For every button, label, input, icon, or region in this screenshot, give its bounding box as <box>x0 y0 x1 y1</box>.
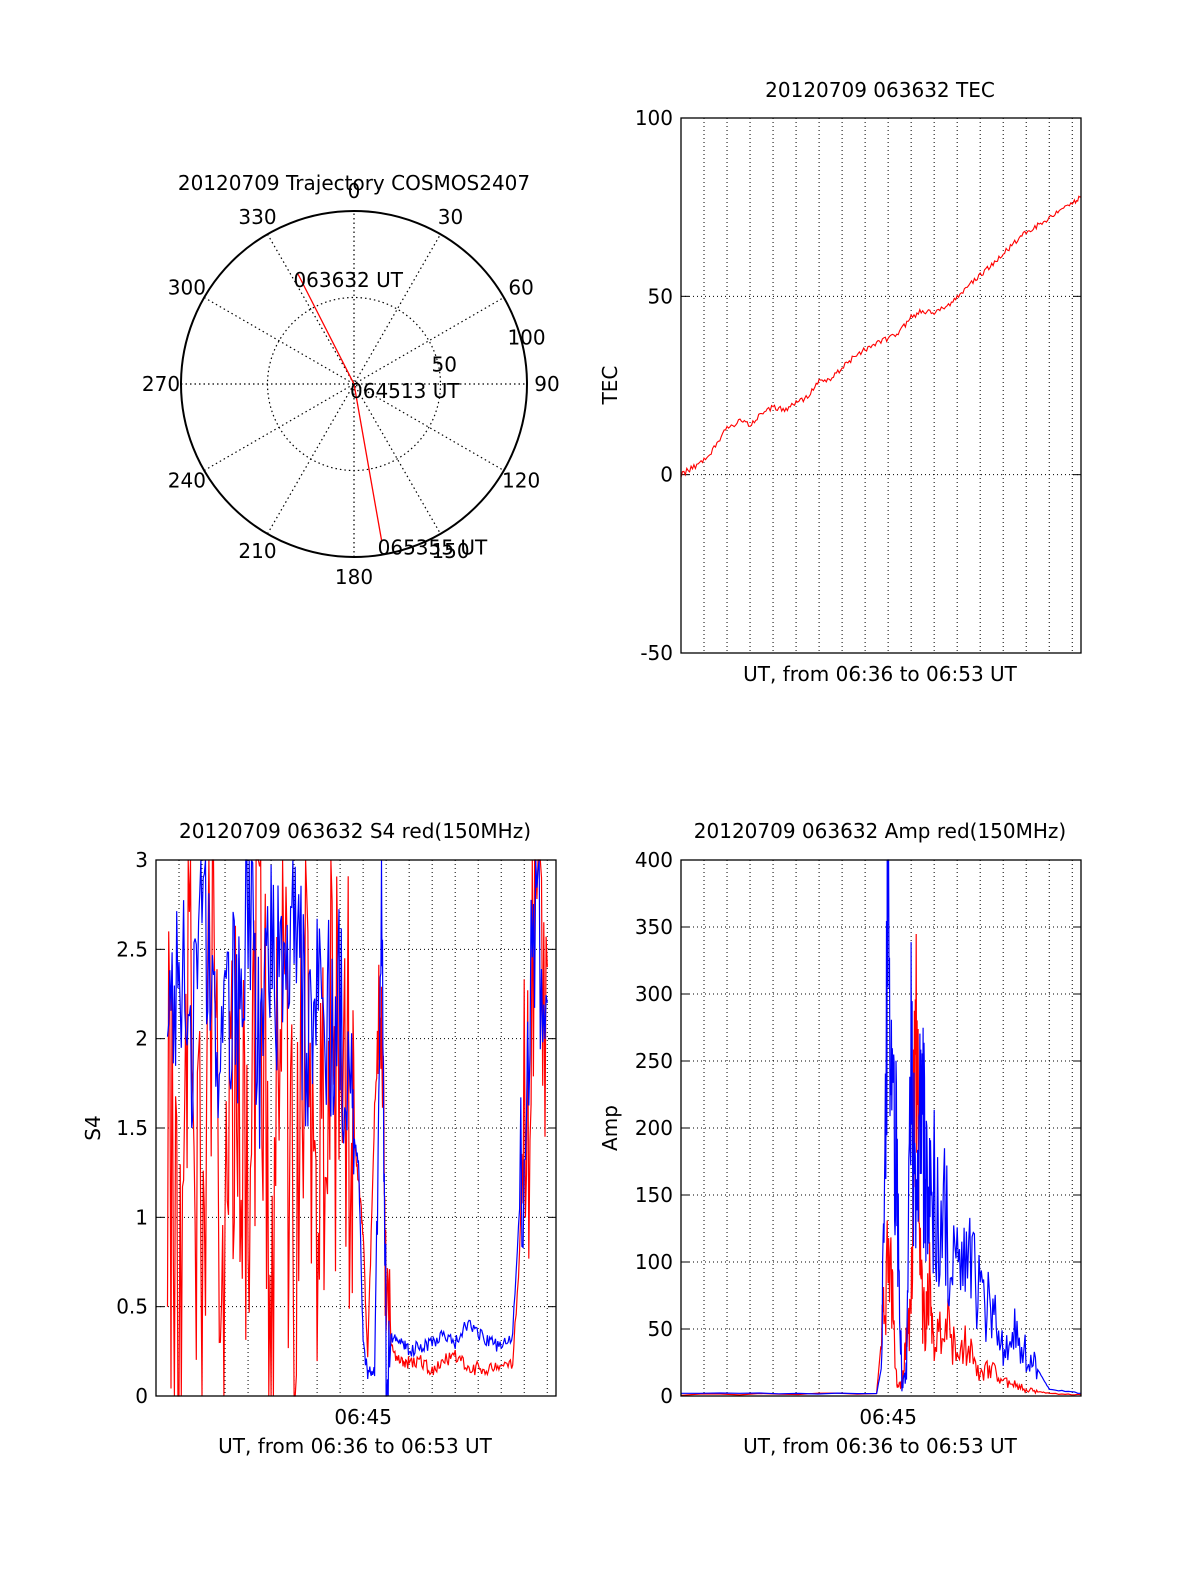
y-tick-label: 300 <box>635 982 673 1006</box>
polar-trajectory-line <box>296 272 383 541</box>
y-tick-label: 400 <box>635 848 673 872</box>
x-tick-label: 06:45 <box>859 1405 917 1429</box>
polar-radial-label: 100 <box>507 326 545 350</box>
polar-grid <box>180 210 528 558</box>
polar-spoke <box>266 233 442 535</box>
s4-ylabel: S4 <box>81 1115 105 1140</box>
polar-angle-label: 0 <box>348 179 361 203</box>
polar-angle-label: 120 <box>502 469 540 493</box>
y-tick-label: 1 <box>135 1205 148 1229</box>
series-line <box>680 933 1082 1396</box>
tec-chart: 20120709 063632 TEC UT, from 06:36 to 06… <box>598 78 1082 686</box>
amp-chart: 20120709 063632 Amp red(150MHz) UT, from… <box>598 819 1082 1458</box>
polar-point-label: 064513 UT <box>350 379 460 403</box>
y-tick-label: 50 <box>648 284 673 308</box>
s4-title: 20120709 063632 S4 red(150MHz) <box>179 819 531 843</box>
y-tick-label: 1.5 <box>116 1116 148 1140</box>
y-tick-label: 2 <box>135 1027 148 1051</box>
polar-point-label: 063632 UT <box>293 268 403 292</box>
x-tick-label: 06:45 <box>334 1405 392 1429</box>
s4-plot-area: 0 0.5 1 1.5 2 2.5 3 06:45 <box>116 848 557 1429</box>
polar-angle-label: 90 <box>534 372 559 396</box>
polar-spoke <box>203 296 505 472</box>
tec-plot-area: -50 0 50 100 <box>635 106 1082 665</box>
polar-angle-labels: 0 30 60 90 120 150 180 210 240 270 300 330 <box>142 179 560 589</box>
series-line <box>166 859 548 1397</box>
y-tick-label: 50 <box>648 1317 673 1341</box>
y-tick-label: 100 <box>635 106 673 130</box>
amp-plot-area: 0 50 100 150 200 250 300 350 400 06:45 <box>635 848 1082 1429</box>
polar-angle-label: 180 <box>335 565 373 589</box>
y-tick-label: 0 <box>135 1384 148 1408</box>
polar-angle-label: 30 <box>438 205 463 229</box>
amp-title: 20120709 063632 Amp red(150MHz) <box>694 819 1066 843</box>
amp-xlabel: UT, from 06:36 to 06:53 UT <box>743 1434 1018 1458</box>
polar-radial-labels: 50 100 <box>432 326 546 377</box>
y-tick-label: 0.5 <box>116 1295 148 1319</box>
polar-angle-label: 210 <box>238 539 276 563</box>
y-tick-label: 3 <box>135 848 148 872</box>
polar-angle-label: 240 <box>168 469 206 493</box>
polar-angle-label: 150 <box>431 539 469 563</box>
series-line <box>680 195 1082 478</box>
y-tick-label: -50 <box>640 641 673 665</box>
y-tick-label: 0 <box>660 1384 673 1408</box>
plot-frame <box>680 117 1082 654</box>
polar-angle-label: 270 <box>142 372 180 396</box>
tec-xlabel: UT, from 06:36 to 06:53 UT <box>743 662 1018 686</box>
polar-series: 063632 UT 064513 UT 065355 UT <box>293 268 488 560</box>
tec-title: 20120709 063632 TEC <box>765 78 995 102</box>
y-tick-label: 350 <box>635 915 673 939</box>
polar-angle-label: 300 <box>168 276 206 300</box>
polar-spoke <box>203 296 505 472</box>
polar-trajectory-chart: 20120709 Trajectory COSMOS2407 0 30 60 90 12… <box>142 171 560 589</box>
polar-point-label: 065355 UT <box>378 536 488 560</box>
tec-ylabel: TEC <box>598 366 622 406</box>
amp-ylabel: Amp <box>598 1105 622 1151</box>
polar-angle-label: 60 <box>508 276 533 300</box>
s4-chart: 20120709 063632 S4 red(150MHz) UT, from … <box>81 819 557 1458</box>
polar-spoke <box>266 233 442 535</box>
s4-xlabel: UT, from 06:36 to 06:53 UT <box>218 1434 493 1458</box>
plot-frame <box>680 859 1082 1397</box>
y-tick-label: 0 <box>660 463 673 487</box>
y-tick-label: 200 <box>635 1116 673 1140</box>
y-tick-label: 150 <box>635 1183 673 1207</box>
y-tick-label: 250 <box>635 1049 673 1073</box>
plot-frame <box>155 859 557 1397</box>
polar-radial-label: 50 <box>432 352 457 376</box>
y-tick-label: 2.5 <box>116 937 148 961</box>
y-tick-label: 100 <box>635 1250 673 1274</box>
polar-title: 20120709 Trajectory COSMOS2407 <box>178 171 530 195</box>
series-line <box>681 859 1081 1395</box>
polar-angle-label: 330 <box>238 205 276 229</box>
